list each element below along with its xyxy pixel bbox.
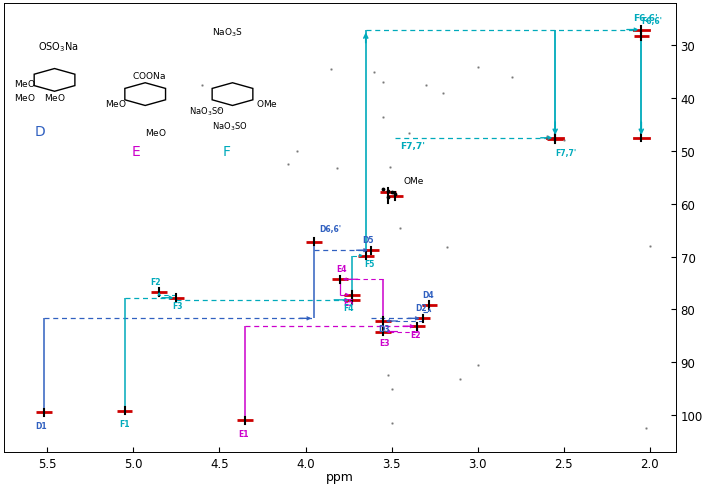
Text: F7,7': F7,7'	[400, 142, 425, 151]
Text: E1: E1	[238, 429, 249, 438]
Text: F1: F1	[119, 420, 130, 428]
Text: F4: F4	[344, 303, 354, 313]
Text: F5: F5	[364, 259, 375, 268]
Text: E4: E4	[337, 265, 347, 273]
Text: D3: D3	[378, 325, 390, 333]
X-axis label: ppm: ppm	[326, 470, 354, 483]
Text: D4: D4	[423, 290, 434, 300]
Text: F6,6': F6,6'	[633, 14, 658, 23]
Text: D2: D2	[416, 303, 427, 313]
Text: F2: F2	[151, 277, 161, 287]
Text: D5: D5	[362, 236, 374, 245]
Text: D1: D1	[35, 421, 47, 430]
Text: D6,6': D6,6'	[320, 225, 341, 234]
Text: E5: E5	[344, 298, 354, 307]
Text: F7,7': F7,7'	[555, 148, 576, 157]
Text: E3: E3	[380, 338, 390, 347]
Text: F3: F3	[173, 302, 183, 311]
Text: OMe: OMe	[404, 176, 424, 185]
Text: E2: E2	[411, 330, 421, 339]
Text: F6,6': F6,6'	[641, 16, 662, 26]
